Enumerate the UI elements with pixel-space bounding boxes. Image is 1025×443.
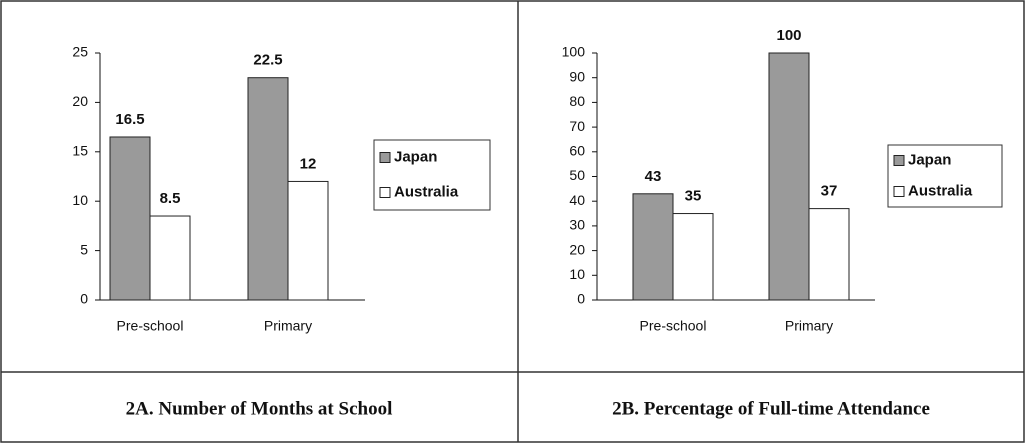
x-tick-label: Pre-school [117, 318, 184, 334]
legend-swatch [379, 152, 391, 163]
y-tick-label: 5 [80, 241, 88, 257]
data-label: 100 [776, 27, 801, 44]
bar [768, 52, 810, 301]
data-label: 8.5 [160, 190, 181, 207]
legend-label: Australia [394, 183, 459, 200]
y-tick-label: 25 [72, 44, 88, 60]
y-tick-label: 100 [562, 44, 586, 60]
x-tick-label: Primary [264, 318, 312, 334]
y-tick-label: 10 [569, 266, 585, 282]
legend-label: Japan [394, 148, 437, 165]
y-tick-label: 90 [569, 68, 585, 84]
bar [247, 77, 289, 301]
y-tick-label: 40 [569, 192, 585, 208]
legend-swatch [893, 186, 905, 197]
bar [672, 213, 714, 301]
data-label: 12 [300, 155, 317, 172]
data-label: 16.5 [115, 111, 144, 128]
y-tick-label: 50 [569, 167, 585, 183]
y-tick-label: 60 [569, 143, 585, 159]
y-tick-label: 0 [80, 291, 88, 307]
legend-label: Japan [908, 151, 951, 168]
data-label: 43 [645, 168, 662, 185]
legend-swatch [893, 155, 905, 166]
bar [149, 215, 191, 301]
y-tick-label: 10 [72, 192, 88, 208]
x-tick-label: Primary [785, 318, 833, 334]
data-label: 35 [685, 188, 702, 205]
bar [632, 193, 674, 301]
data-label: 22.5 [253, 52, 282, 69]
x-tick-label: Pre-school [640, 318, 707, 334]
y-tick-label: 20 [569, 241, 585, 257]
y-tick-label: 80 [569, 93, 585, 109]
bar [808, 208, 850, 301]
data-label: 37 [821, 183, 838, 200]
legend [373, 139, 491, 211]
chart-title: 2A. Number of Months at School [126, 398, 393, 419]
y-tick-label: 30 [569, 217, 585, 233]
bar [109, 136, 151, 301]
chart-title: 2B. Percentage of Full-time Attendance [612, 398, 930, 419]
legend-label: Australia [908, 182, 973, 199]
legend-swatch [379, 187, 391, 198]
y-tick-label: 70 [569, 118, 585, 134]
y-tick-label: 15 [72, 143, 88, 159]
legend [887, 144, 1003, 208]
bar [287, 180, 329, 301]
y-tick-label: 20 [72, 93, 88, 109]
y-tick-label: 0 [577, 291, 585, 307]
